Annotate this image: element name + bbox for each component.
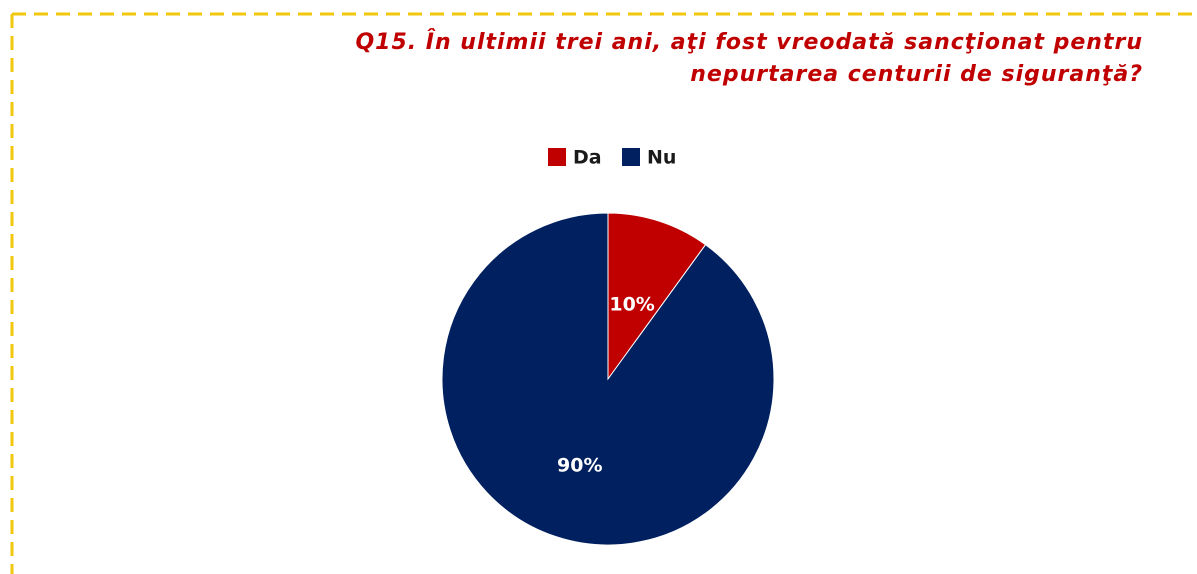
legend-swatch: [548, 148, 566, 166]
legend-label: Da: [573, 147, 602, 169]
pie-slice: [607, 212, 707, 381]
data-label: 10%: [609, 293, 654, 315]
chart-title: Q15. În ultimii trei ani, aţi fost vreod…: [355, 29, 1143, 55]
chart-title: nepurtarea centurii de siguranţă?: [690, 62, 1143, 87]
pie-slice: [441, 212, 775, 546]
legend-label: Nu: [647, 147, 676, 169]
legend-swatch: [622, 148, 640, 166]
data-label: 90%: [557, 454, 602, 476]
